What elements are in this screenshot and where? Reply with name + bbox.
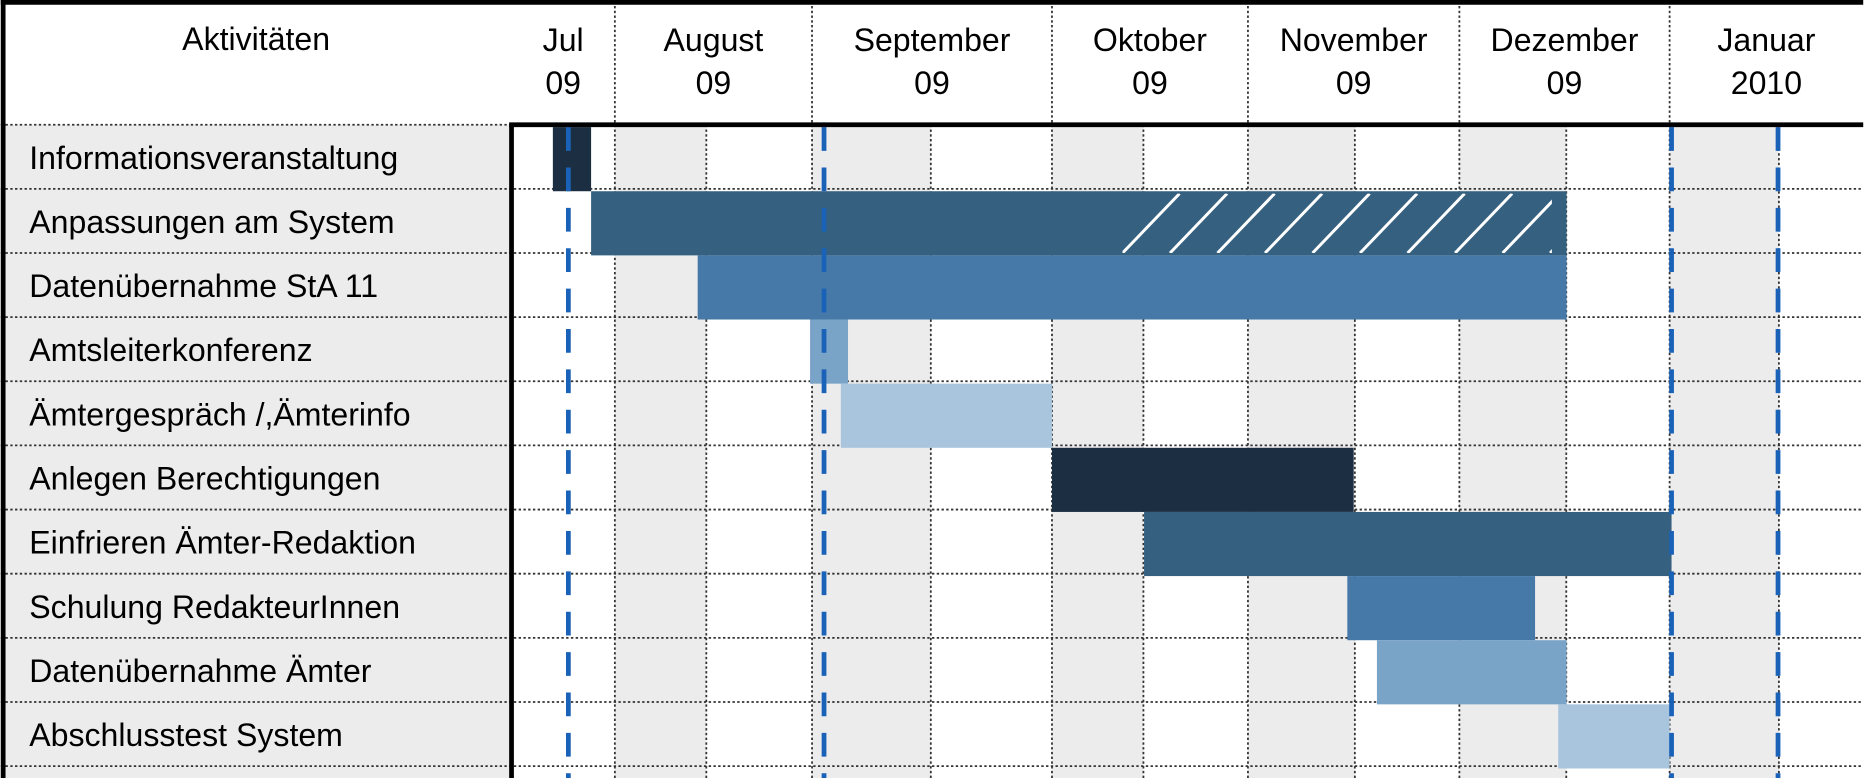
- hatch-line: [1454, 193, 1514, 253]
- hatch-line: [1122, 193, 1181, 253]
- year-label: 09: [545, 65, 581, 101]
- hatch-line: [1406, 193, 1466, 253]
- month-label: Jul: [543, 22, 584, 58]
- header-label: Aktivitäten: [182, 21, 330, 57]
- hatch-line: [1216, 193, 1276, 253]
- task-bar: [1144, 511, 1672, 577]
- task-label: Anlegen Berechtigungen: [29, 461, 380, 497]
- hatch-line: [1263, 193, 1324, 253]
- year-label: 09: [1336, 65, 1372, 101]
- hatch-line: [1168, 193, 1229, 253]
- year-label: 09: [1132, 65, 1168, 101]
- month-label: September: [854, 22, 1011, 58]
- task-bar: [1051, 447, 1354, 512]
- year-label: 09: [696, 65, 732, 101]
- task-label: Einfrieren Ämter-Redaktion: [29, 525, 416, 561]
- task-label: Schulung RedakteurInnen: [29, 589, 400, 625]
- task-bar: [697, 255, 1567, 320]
- task-bar: [1376, 640, 1567, 705]
- task-label: Informationsveranstaltung: [29, 140, 398, 176]
- hatch-line: [1311, 193, 1371, 253]
- month-label: Oktober: [1093, 22, 1207, 58]
- task-bar: [810, 319, 849, 384]
- month-label: Januar: [1717, 22, 1815, 58]
- hatch: [1122, 193, 1552, 253]
- task-bar: [552, 127, 592, 192]
- task-label: Datenübernahme StA 11: [29, 268, 378, 304]
- month-label: November: [1280, 22, 1428, 58]
- month-label: Dezember: [1491, 22, 1639, 58]
- task-label: Anpassungen am System: [29, 204, 394, 240]
- year-label: 2010: [1731, 65, 1802, 101]
- hatch-line: [1359, 193, 1419, 253]
- year-label: 09: [914, 65, 950, 101]
- task-bar: [591, 191, 1567, 256]
- hatch-line: [1501, 199, 1552, 253]
- task-label: Datenübernahme Ämter: [29, 653, 372, 689]
- task-bar: [1347, 576, 1536, 641]
- year-label: 09: [1547, 65, 1583, 101]
- task-label: Abschlusstest System: [29, 717, 343, 753]
- task-bar: [1558, 704, 1670, 769]
- task-label: Ämtergespräch /,Ämterinfo: [29, 396, 410, 432]
- month-label: August: [664, 22, 764, 58]
- column-shade: [1669, 124, 1779, 778]
- task-bar: [840, 383, 1052, 448]
- task-label: Amtsleiterkonferenz: [29, 332, 312, 368]
- label-column-bg: [0, 124, 512, 778]
